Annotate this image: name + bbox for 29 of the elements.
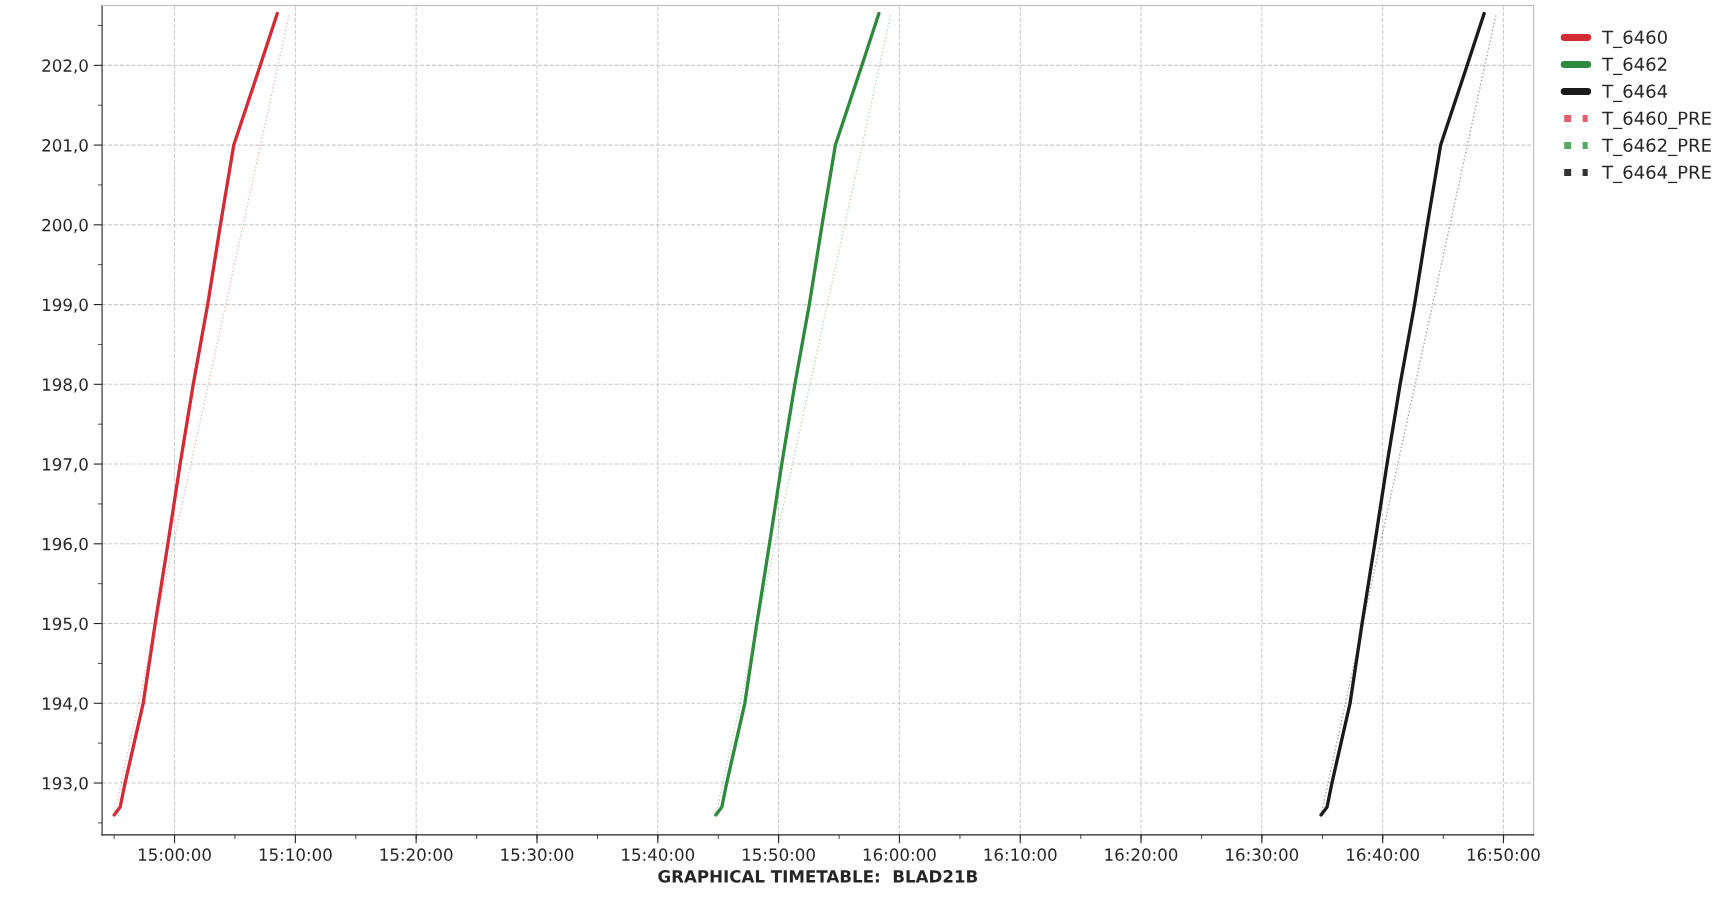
- legend-label: T_6464_PRE: [1602, 165, 1711, 184]
- legend-label: T_6462: [1602, 57, 1667, 76]
- y-tick-label: 193,0: [42, 777, 88, 792]
- y-tick-label: 201,0: [42, 139, 88, 154]
- legend-label: T_6460_PRE: [1602, 111, 1711, 130]
- x-tick-label: 16:50:00: [1467, 848, 1540, 861]
- x-tick-label: 15:20:00: [380, 848, 453, 861]
- x-tick-label: 15:50:00: [742, 848, 815, 861]
- x-tick-label: 15:10:00: [259, 848, 332, 861]
- legend-label: T_6464: [1602, 84, 1668, 103]
- y-tick-label: 198,0: [42, 378, 88, 393]
- y-tick-label: 196,0: [42, 537, 88, 553]
- x-tick-label: 15:00:00: [138, 848, 211, 861]
- y-tick-label: 202,0: [42, 59, 88, 74]
- x-tick-label: 16:00:00: [863, 848, 936, 861]
- x-tick-label: 16:40:00: [1347, 848, 1419, 861]
- legend-label: T_6460: [1602, 30, 1667, 49]
- x-tick-label: 16:30:00: [1226, 848, 1299, 861]
- y-tick-label: 194,0: [42, 697, 88, 712]
- x-axis-title: GRAPHICAL TIMETABLE: BLAD21B: [658, 870, 978, 883]
- y-tick-label: 199,0: [42, 298, 88, 313]
- y-tick-label: 197,0: [42, 458, 88, 473]
- y-tick-label: 200,0: [42, 218, 88, 234]
- x-tick-label: 15:40:00: [622, 848, 695, 861]
- x-tick-label: 16:10:00: [984, 848, 1057, 861]
- x-tick-label: 16:20:00: [1105, 848, 1178, 861]
- x-tick-label: 15:30:00: [501, 848, 574, 861]
- legend-label: T_6462_PRE: [1602, 138, 1711, 157]
- y-tick-label: 195,0: [42, 617, 88, 632]
